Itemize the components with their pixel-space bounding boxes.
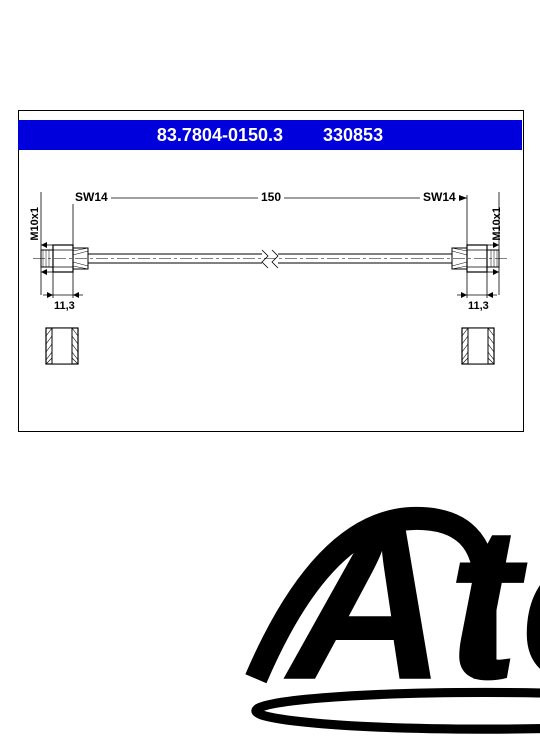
right-end-view [462, 328, 494, 364]
wrench-size-right: SW14 [420, 190, 459, 204]
part-number-secondary: 330853 [323, 125, 383, 146]
thread-spec-left: M10x1 [29, 207, 41, 241]
header-bar: 83.7804-0150.3 330853 [18, 120, 522, 150]
diagram-container: 83.7804-0150.3 330853 [0, 0, 540, 540]
fitting-width-left: 11,3 [51, 300, 78, 312]
wrench-size-left: SW14 [72, 190, 111, 204]
fitting-width-right: 11,3 [465, 300, 492, 312]
thread-spec-right: M10x1 [491, 207, 503, 241]
part-number-primary: 83.7804-0150.3 [157, 125, 283, 146]
left-end-view [46, 328, 78, 364]
main-length: 150 [258, 190, 284, 204]
